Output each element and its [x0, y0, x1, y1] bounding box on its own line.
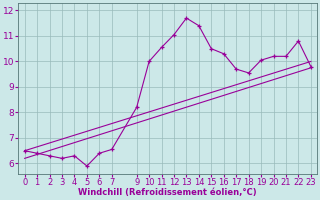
- X-axis label: Windchill (Refroidissement éolien,°C): Windchill (Refroidissement éolien,°C): [78, 188, 257, 197]
